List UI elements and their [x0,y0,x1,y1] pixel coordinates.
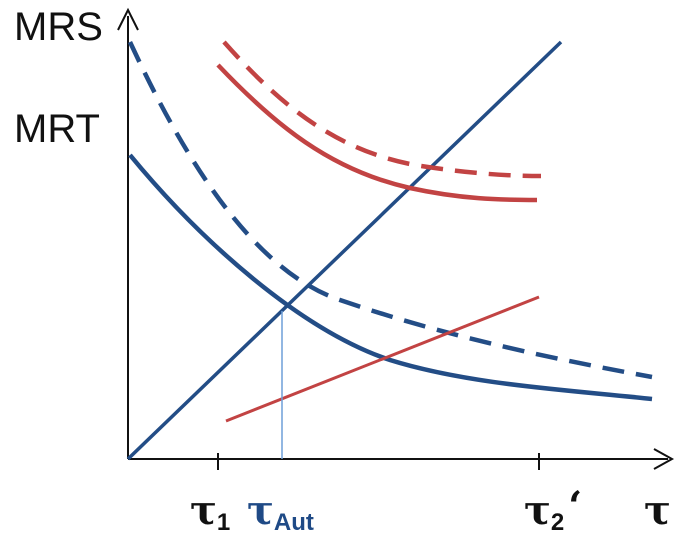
x-axis-arrow [653,448,675,470]
label-tau1: τ1 [190,487,230,536]
axes [117,7,675,470]
y-axis-arrow [117,7,139,31]
blue-mrs-curve-dashed [127,41,653,380]
label-tau-aut: τAut [247,487,314,536]
label-mrs: MRS [14,5,103,49]
blue-mrs-curve-solid [128,153,653,402]
red-mrs-curve-dashed [222,40,542,179]
label-tau-axis: τ [644,487,671,534]
red-mrs-curve-solid [216,63,538,203]
blue-mrt-line [126,40,563,461]
red-mrt-line [225,295,540,423]
label-tau2-prime: τ2 ‘ [524,483,582,536]
label-mrt: MRT [14,107,100,151]
